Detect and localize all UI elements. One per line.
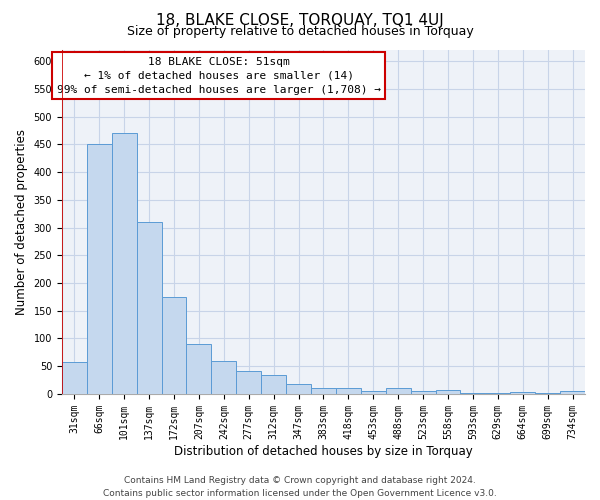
Bar [560,391,585,394]
Y-axis label: Number of detached properties: Number of detached properties [15,129,28,315]
Bar [112,133,137,394]
Bar [261,374,286,394]
Text: Size of property relative to detached houses in Torquay: Size of property relative to detached ho… [127,25,473,38]
Bar [286,384,311,394]
Text: Contains HM Land Registry data © Crown copyright and database right 2024.
Contai: Contains HM Land Registry data © Crown c… [103,476,497,498]
Bar [386,388,410,394]
Bar [236,370,261,394]
Bar [510,392,535,394]
X-axis label: Distribution of detached houses by size in Torquay: Distribution of detached houses by size … [174,444,473,458]
Bar [436,390,460,394]
Bar [187,344,211,394]
Text: 18, BLAKE CLOSE, TORQUAY, TQ1 4UJ: 18, BLAKE CLOSE, TORQUAY, TQ1 4UJ [156,12,444,28]
Bar [410,391,436,394]
Bar [460,393,485,394]
Bar [87,144,112,394]
Bar [361,391,386,394]
Text: 18 BLAKE CLOSE: 51sqm
← 1% of detached houses are smaller (14)
99% of semi-detac: 18 BLAKE CLOSE: 51sqm ← 1% of detached h… [57,57,381,95]
Bar [336,388,361,394]
Bar [161,297,187,394]
Bar [211,360,236,394]
Bar [62,362,87,394]
Bar [137,222,161,394]
Bar [311,388,336,394]
